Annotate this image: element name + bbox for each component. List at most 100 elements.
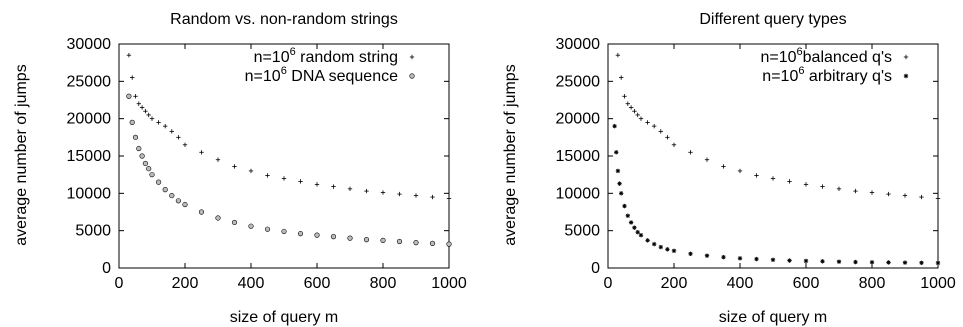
series-1: [612, 123, 941, 266]
data-point: [142, 160, 148, 167]
data-point: [156, 179, 162, 185]
data-point: [347, 186, 353, 192]
data-point: [146, 112, 151, 118]
x-tick-label: 600: [793, 275, 820, 292]
x-tick-label: 1000: [431, 275, 467, 292]
data-point: [169, 192, 175, 199]
data-point: [665, 135, 670, 140]
data-point: [446, 196, 452, 201]
data-point: [612, 123, 617, 129]
x-tick-label: 200: [661, 275, 688, 292]
data-point: [754, 173, 759, 178]
data-point: [787, 258, 792, 263]
data-point: [704, 157, 710, 162]
y-axis-label: average number of jumps: [502, 64, 519, 245]
data-point: [688, 150, 693, 155]
y-tick-label: 15000: [556, 148, 601, 165]
data-point: [149, 116, 155, 121]
legend-marker: [903, 73, 909, 79]
x-tick-label: 800: [370, 275, 397, 292]
legend-marker: [409, 73, 415, 79]
data-point: [363, 237, 370, 243]
x-axis-label: size of query m: [230, 309, 338, 326]
data-point: [429, 240, 436, 246]
data-points: [612, 53, 941, 266]
y-tick-label: 25000: [556, 73, 601, 90]
axis-ticks: 0 200 400 600 800 100005000100001500020000250…: [556, 36, 956, 292]
y-tick-label: 25000: [67, 73, 112, 90]
y-tick-label: 30000: [67, 36, 112, 53]
x-tick-label: 400: [238, 275, 265, 292]
chart-title: Different query types: [699, 11, 846, 28]
data-point: [619, 75, 624, 80]
y-tick-label: 5000: [75, 223, 111, 240]
data-point: [902, 193, 908, 198]
data-point: [314, 182, 320, 187]
data-point: [622, 203, 627, 209]
data-point: [198, 209, 205, 215]
data-point: [430, 194, 435, 200]
y-axis-label: average number of jumps: [13, 64, 30, 245]
data-point: [632, 109, 637, 114]
data-point: [232, 164, 237, 169]
data-point: [281, 228, 287, 235]
legend: n=106balanced q'sn=106 arbitrary q's: [760, 46, 909, 85]
data-point: [413, 193, 419, 198]
data-point: [853, 188, 858, 194]
x-tick-label: 0: [115, 275, 124, 292]
data-point: [139, 105, 145, 110]
data-point: [617, 181, 622, 186]
data-point: [215, 215, 221, 221]
y-tick-label: 20000: [67, 111, 112, 128]
data-point: [625, 101, 630, 106]
data-point: [182, 142, 188, 147]
data-point: [136, 101, 141, 106]
chart-query-types: Different query types size of query m av…: [502, 11, 956, 326]
series-0: [615, 53, 941, 201]
data-point: [737, 256, 743, 261]
data-point: [281, 176, 287, 181]
x-tick-label: 400: [727, 275, 754, 292]
axis-ticks: 0 200 400 600 800 100005000100001500020000250…: [67, 36, 467, 292]
data-point: [638, 116, 644, 121]
data-point: [770, 257, 776, 262]
data-point: [671, 142, 677, 147]
data-point: [130, 75, 135, 80]
data-point: [162, 187, 168, 193]
y-tick-label: 10000: [67, 185, 112, 202]
x-tick-label: 600: [304, 275, 331, 292]
data-point: [146, 166, 152, 172]
data-point: [364, 188, 369, 194]
data-point: [638, 232, 644, 238]
y-tick-label: 30000: [556, 36, 601, 53]
data-point: [132, 134, 139, 140]
chart-random-vs-nonrandom: Random vs. non-random strings size of qu…: [13, 11, 467, 326]
series-0: [126, 53, 452, 201]
data-point: [297, 231, 304, 237]
data-point: [126, 53, 132, 58]
data-point: [820, 184, 825, 189]
plot-frame: [118, 43, 450, 269]
data-point: [902, 260, 908, 265]
data-point: [156, 120, 161, 125]
legend-marker: [409, 54, 415, 60]
x-axis-label: size of query m: [719, 309, 827, 326]
data-point: [645, 120, 650, 125]
x-tick-label: 1000: [920, 275, 956, 292]
data-point: [396, 238, 403, 245]
data-point: [721, 164, 726, 169]
data-point: [721, 254, 726, 260]
data-point: [176, 135, 181, 140]
data-point: [628, 105, 634, 110]
data-point: [264, 226, 271, 232]
data-point: [820, 259, 825, 264]
legend-marker: [903, 54, 909, 60]
data-point: [380, 237, 386, 243]
data-point: [869, 190, 875, 195]
data-point: [413, 240, 419, 246]
y-tick-label: 10000: [556, 185, 601, 202]
y-tick-label: 0: [591, 260, 600, 277]
data-point: [625, 213, 630, 218]
